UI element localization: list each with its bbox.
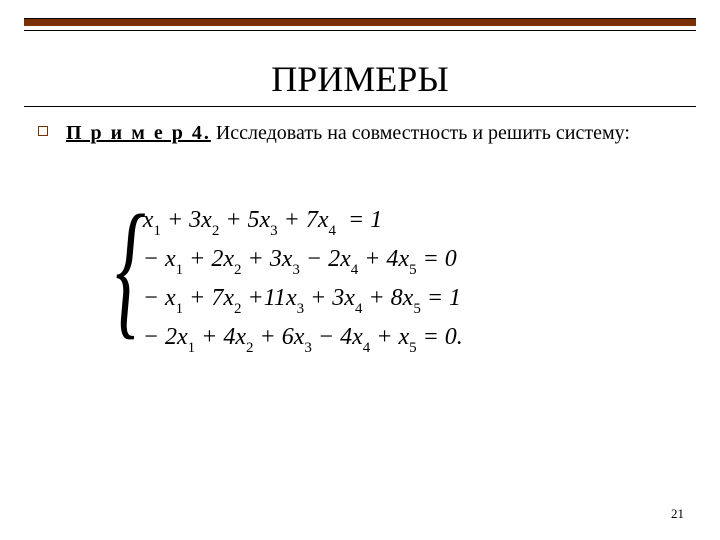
equation-4: − 2x1 + 4x2 + 6x3 − 4x4 + x5 = 0. — [143, 319, 463, 358]
top-accent-underline — [24, 30, 696, 31]
equation-2: − x1 + 2x2 + 3x3 − 2x4 + 4x5 = 0 — [143, 241, 463, 280]
bullet-item: П р и м е р 4. Исследовать на совместнос… — [38, 120, 682, 146]
content-area: П р и м е р 4. Исследовать на совместнос… — [38, 120, 682, 146]
bullet-marker — [38, 126, 48, 136]
bullet-text: П р и м е р 4. Исследовать на совместнос… — [66, 120, 630, 146]
page-number: 21 — [671, 506, 684, 522]
top-accent-bar — [24, 18, 696, 26]
equation-system: { x1 + 3x2 + 5x3 + 7x4 = 1 − x1 + 2x2 + … — [100, 196, 463, 364]
equation-list: x1 + 3x2 + 5x3 + 7x4 = 1 − x1 + 2x2 + 3x… — [143, 196, 463, 364]
example-label: П р и м е р 4. — [66, 122, 211, 144]
example-description: Исследовать на совместность и решить сис… — [216, 122, 630, 144]
slide-title: ПРИМЕРЫ — [0, 58, 720, 100]
equation-3: − x1 + 7x2 +11x3 + 3x4 + 8x5 = 1 — [143, 280, 463, 319]
equation-1: x1 + 3x2 + 5x3 + 7x4 = 1 — [143, 202, 463, 241]
title-underline — [24, 106, 696, 107]
left-brace-icon: { — [115, 192, 145, 364]
